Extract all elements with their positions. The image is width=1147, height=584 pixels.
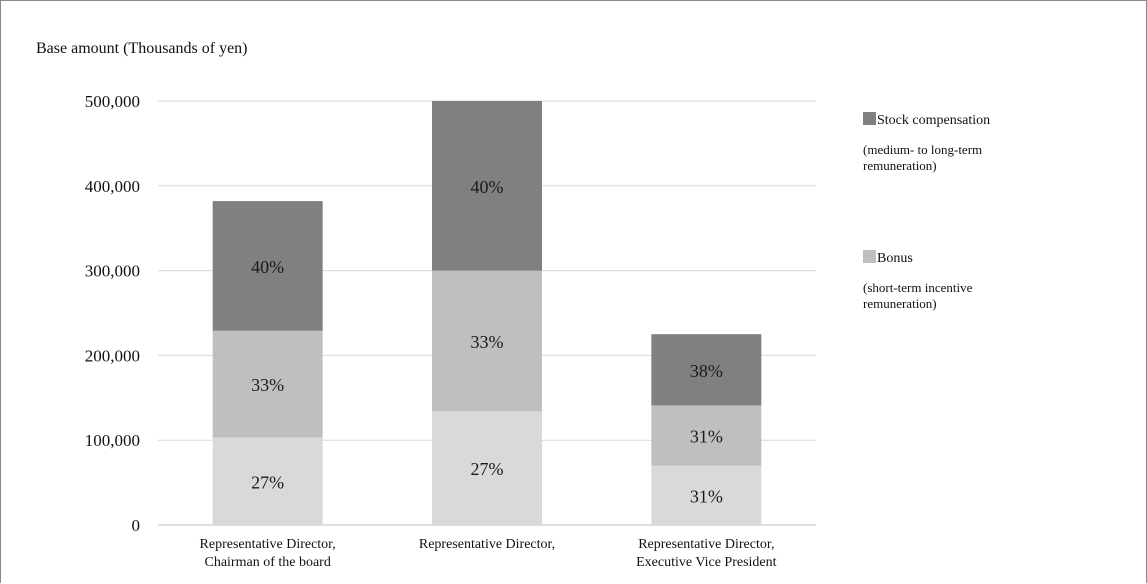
y-tick-label: 200,000 bbox=[85, 346, 140, 365]
data-label: 27% bbox=[251, 472, 284, 492]
legend-swatch bbox=[863, 112, 876, 125]
y-tick-label: 300,000 bbox=[85, 262, 140, 281]
legend-description: (short-term incentive bbox=[863, 280, 973, 295]
data-label: 27% bbox=[471, 459, 504, 479]
category-label: Chairman of the board bbox=[204, 555, 330, 570]
data-label: 33% bbox=[471, 332, 504, 352]
data-label: 31% bbox=[690, 486, 723, 506]
category-labels: Representative Director, Chairman of the … bbox=[200, 537, 777, 570]
category-label: Representative Director, bbox=[638, 537, 774, 552]
legend: Stock compensation(medium- to long-termr… bbox=[863, 112, 990, 311]
data-label: 40% bbox=[251, 257, 284, 277]
data-label: 38% bbox=[690, 361, 723, 381]
legend-label: Stock compensation bbox=[877, 113, 990, 128]
legend-label: Bonus bbox=[877, 251, 913, 266]
category-label: Representative Director, bbox=[200, 537, 336, 552]
y-tick-label: 100,000 bbox=[85, 431, 140, 450]
legend-description: (medium- to long-term bbox=[863, 142, 982, 157]
legend-swatch bbox=[863, 250, 876, 263]
data-label: 31% bbox=[690, 427, 723, 447]
category-label: Executive Vice President bbox=[636, 555, 777, 570]
data-label: 33% bbox=[251, 375, 284, 395]
y-tick-label: 400,000 bbox=[85, 177, 140, 196]
y-tick-label: 500,000 bbox=[85, 92, 140, 111]
legend-description: remuneration) bbox=[863, 158, 937, 173]
y-axis-title: Base amount (Thousands of yen) bbox=[36, 40, 248, 57]
y-axis-ticks: 0 100,000 200,000 300,000 400,000 500,000 bbox=[85, 92, 140, 535]
y-tick-label: 0 bbox=[132, 516, 141, 535]
data-label: 40% bbox=[471, 177, 504, 197]
legend-description: remuneration) bbox=[863, 296, 937, 311]
category-label: Representative Director, bbox=[419, 537, 555, 552]
